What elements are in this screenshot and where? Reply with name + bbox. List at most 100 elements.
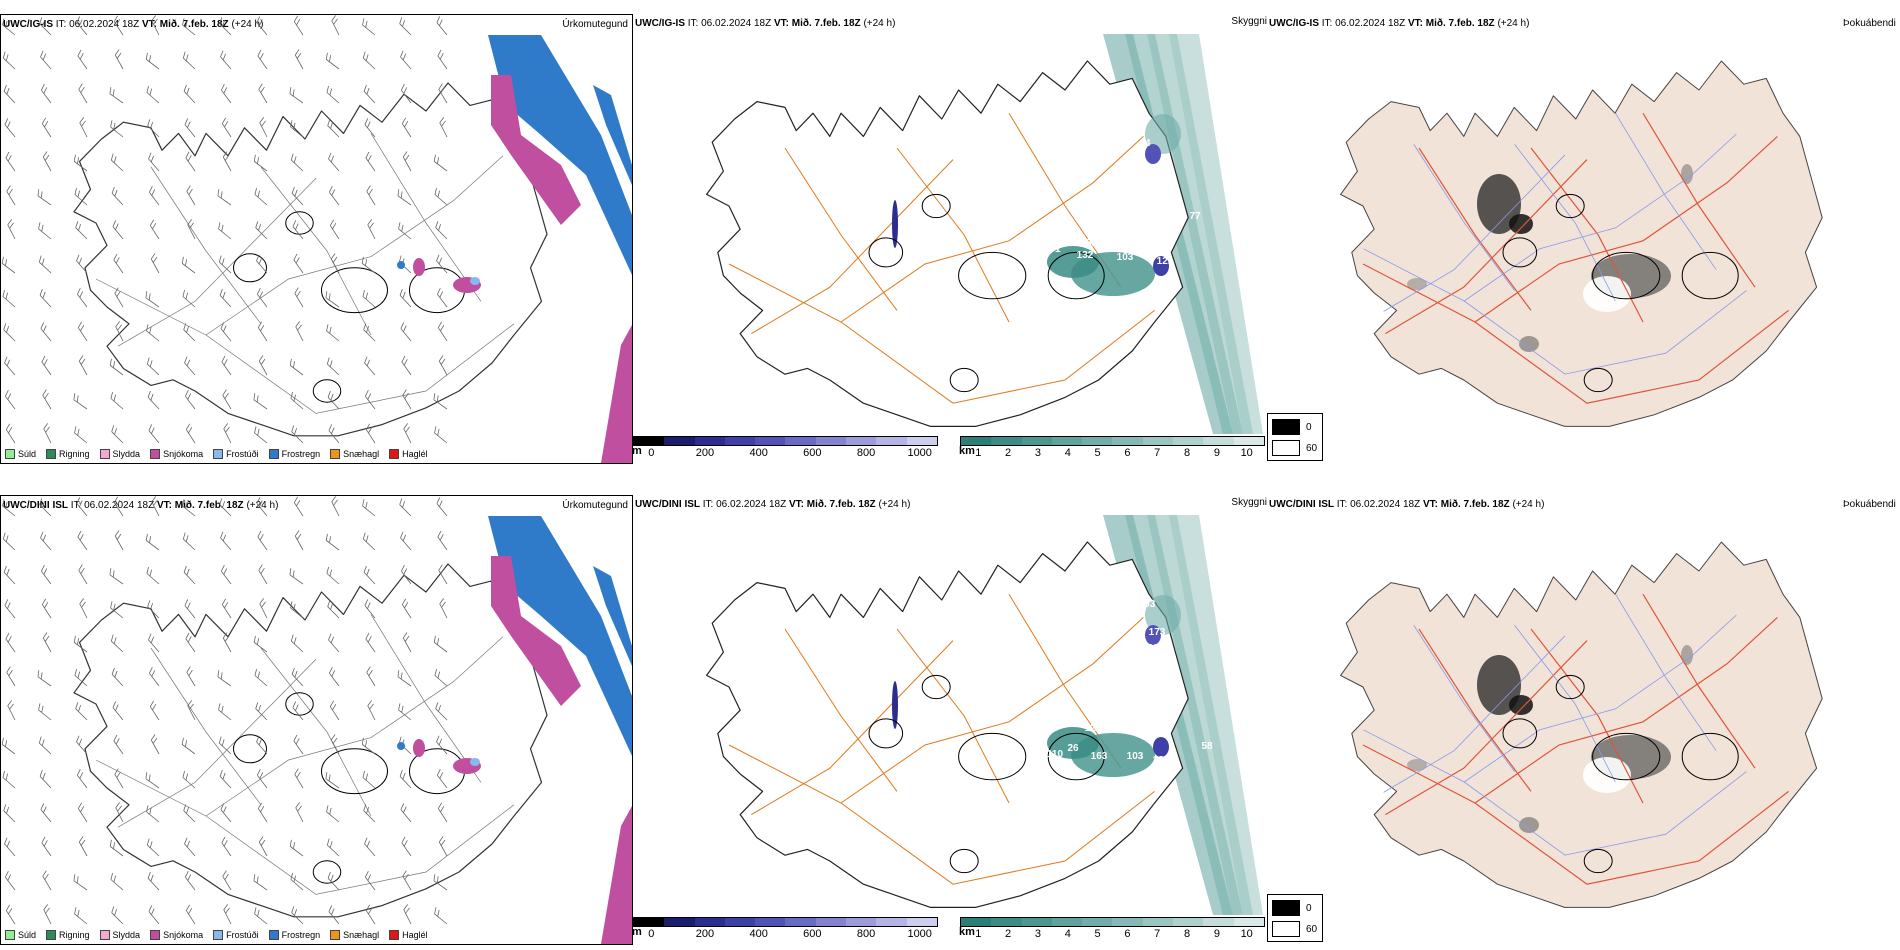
fog-scale-box: 0 60 xyxy=(1267,413,1323,461)
wind-barb xyxy=(439,598,448,619)
glacier-outline xyxy=(321,267,388,314)
colorbar-ticks: 0 200 400 600 800 1000 xyxy=(633,927,938,940)
fog-area xyxy=(1519,336,1539,352)
wind-barb xyxy=(42,632,52,653)
legend-label: Frostregn xyxy=(281,930,321,940)
cloud-base-label: 71 xyxy=(1049,244,1061,255)
wind-barb xyxy=(3,323,16,342)
wind-barb xyxy=(182,499,196,517)
wind-barb xyxy=(254,187,268,206)
colorbar-cell xyxy=(755,918,786,926)
road-line xyxy=(1418,147,1532,311)
cloud-base-label: 163 xyxy=(1091,751,1108,762)
legend-swatch xyxy=(213,449,224,459)
precip-area-frostregn xyxy=(488,516,632,756)
colorbar-ticks: 1 2 3 4 5 6 7 8 9 10 xyxy=(960,927,1265,940)
wind-barb xyxy=(185,904,196,925)
colorbar-tick-label: 4 xyxy=(1064,928,1071,940)
road-line xyxy=(260,166,372,336)
wind-barb xyxy=(145,772,160,789)
wind-barb xyxy=(290,153,304,172)
cloud-base-area xyxy=(1153,737,1169,757)
coastline xyxy=(73,82,548,437)
wind-barb xyxy=(438,83,448,104)
wind-barb xyxy=(328,905,340,925)
legend-item: Rigning xyxy=(46,930,90,940)
fog-scale-label: 0 xyxy=(1306,421,1312,433)
wind-barb xyxy=(41,84,52,104)
legend-item: Frostúði xyxy=(213,930,259,940)
wind-barb xyxy=(78,83,88,104)
colorbar-cell xyxy=(815,437,847,445)
wind-barb xyxy=(365,151,376,172)
wind-barb xyxy=(399,17,412,36)
legend-swatch xyxy=(99,930,110,940)
wind-barb xyxy=(110,601,124,619)
fog-area xyxy=(1407,278,1427,290)
cloud-base-area xyxy=(892,200,898,248)
wind-barb xyxy=(110,120,124,138)
wind-barb xyxy=(400,531,412,551)
colorbar-tick-label: 200 xyxy=(695,447,715,459)
road-line xyxy=(840,617,1144,804)
wind-barb xyxy=(293,734,304,755)
fog-area xyxy=(1583,757,1631,793)
road-line xyxy=(751,159,954,335)
wind-barb xyxy=(362,532,376,551)
road-line xyxy=(1383,154,1566,312)
coastline xyxy=(73,563,548,918)
colorbar-tick-label: 10 xyxy=(1240,928,1253,940)
wind-barb xyxy=(326,805,340,823)
legend-item: Snæhagl xyxy=(330,930,379,940)
wind-barb xyxy=(253,393,268,410)
wind-barb xyxy=(364,837,376,857)
wind-barb xyxy=(5,871,16,891)
wind-barb xyxy=(255,221,268,240)
wind-barb xyxy=(2,499,16,517)
wind-barb xyxy=(327,600,340,619)
road-line xyxy=(1615,112,1717,270)
colorbar-tick-label: 7 xyxy=(1154,447,1161,459)
visibility-colorbar: 1 2 3 4 5 6 7 8 9 10 km xyxy=(959,917,1265,940)
wind-barb xyxy=(401,84,412,104)
wind-barb xyxy=(149,219,160,240)
wind-barb xyxy=(218,222,232,240)
road-line xyxy=(1514,144,1616,302)
legend-label: Haglél xyxy=(402,930,428,940)
wind-barb xyxy=(109,568,124,585)
cloud-base-label: 24 xyxy=(1139,138,1151,149)
fog-area xyxy=(1681,645,1693,665)
wind-barb xyxy=(295,802,304,823)
wind-barb xyxy=(114,530,124,551)
wind-barb xyxy=(111,186,124,206)
cloud-base-label: 58 xyxy=(1201,741,1213,752)
wind-barb xyxy=(402,151,412,172)
wind-barb xyxy=(114,768,124,789)
glacier-outline xyxy=(949,367,979,393)
colorbar-cell xyxy=(1142,437,1174,445)
wind-barb xyxy=(292,220,304,240)
wind-barb xyxy=(221,355,232,376)
wind-barb xyxy=(7,219,16,240)
wind-barb xyxy=(398,222,412,240)
colorbar-cell xyxy=(1112,918,1143,926)
wind-barb xyxy=(218,736,232,755)
precip-area-frostudi xyxy=(470,758,480,766)
glacier-outline xyxy=(1681,732,1739,781)
wind-barb xyxy=(222,151,232,172)
wind-barb xyxy=(434,187,448,206)
wind-barb xyxy=(363,84,376,104)
colorbar-cell xyxy=(1021,918,1052,926)
glacier-outline xyxy=(1681,251,1739,300)
fog-area xyxy=(1407,759,1427,771)
legend-swatch xyxy=(389,449,400,459)
wind-barb xyxy=(1,256,16,274)
cloud-base-label: 121 xyxy=(1157,256,1174,267)
wind-barb xyxy=(290,120,304,138)
wind-barb xyxy=(331,15,340,36)
colorbar-ticks: 0 200 400 600 800 1000 xyxy=(633,446,938,459)
legend-swatch xyxy=(330,930,341,940)
glacier-outline xyxy=(1592,251,1661,300)
wind-barb xyxy=(401,565,412,585)
wind-barb xyxy=(222,632,232,653)
